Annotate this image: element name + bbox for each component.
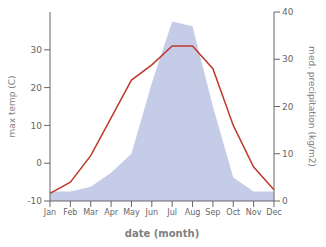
svg-text:10: 10 (282, 149, 294, 159)
svg-text:Dec: Dec (266, 208, 281, 217)
svg-text:30: 30 (282, 54, 294, 64)
svg-text:Jan: Jan (43, 208, 56, 217)
svg-text:0: 0 (282, 196, 288, 206)
svg-text:max temp (C): max temp (C) (8, 75, 17, 137)
svg-text:30: 30 (31, 45, 43, 55)
svg-text:Oct: Oct (226, 208, 240, 217)
svg-text:med. precipitation (kg/m2): med. precipitation (kg/m2) (307, 46, 317, 167)
svg-text:10: 10 (31, 121, 43, 131)
svg-text:May: May (123, 208, 140, 217)
svg-text:40: 40 (282, 7, 294, 17)
svg-text:Jun: Jun (145, 208, 159, 217)
svg-text:Feb: Feb (63, 208, 77, 217)
svg-text:Apr: Apr (104, 208, 119, 217)
svg-text:Aug: Aug (185, 208, 201, 217)
svg-text:Nov: Nov (246, 208, 262, 217)
svg-text:date (month): date (month) (125, 228, 199, 239)
svg-text:20: 20 (31, 83, 43, 93)
svg-text:20: 20 (282, 102, 294, 112)
svg-text:Jul: Jul (166, 208, 177, 217)
svg-text:0: 0 (36, 158, 42, 168)
svg-text:Sep: Sep (205, 208, 220, 217)
svg-text:-10: -10 (27, 196, 42, 206)
svg-text:Mar: Mar (83, 208, 99, 217)
